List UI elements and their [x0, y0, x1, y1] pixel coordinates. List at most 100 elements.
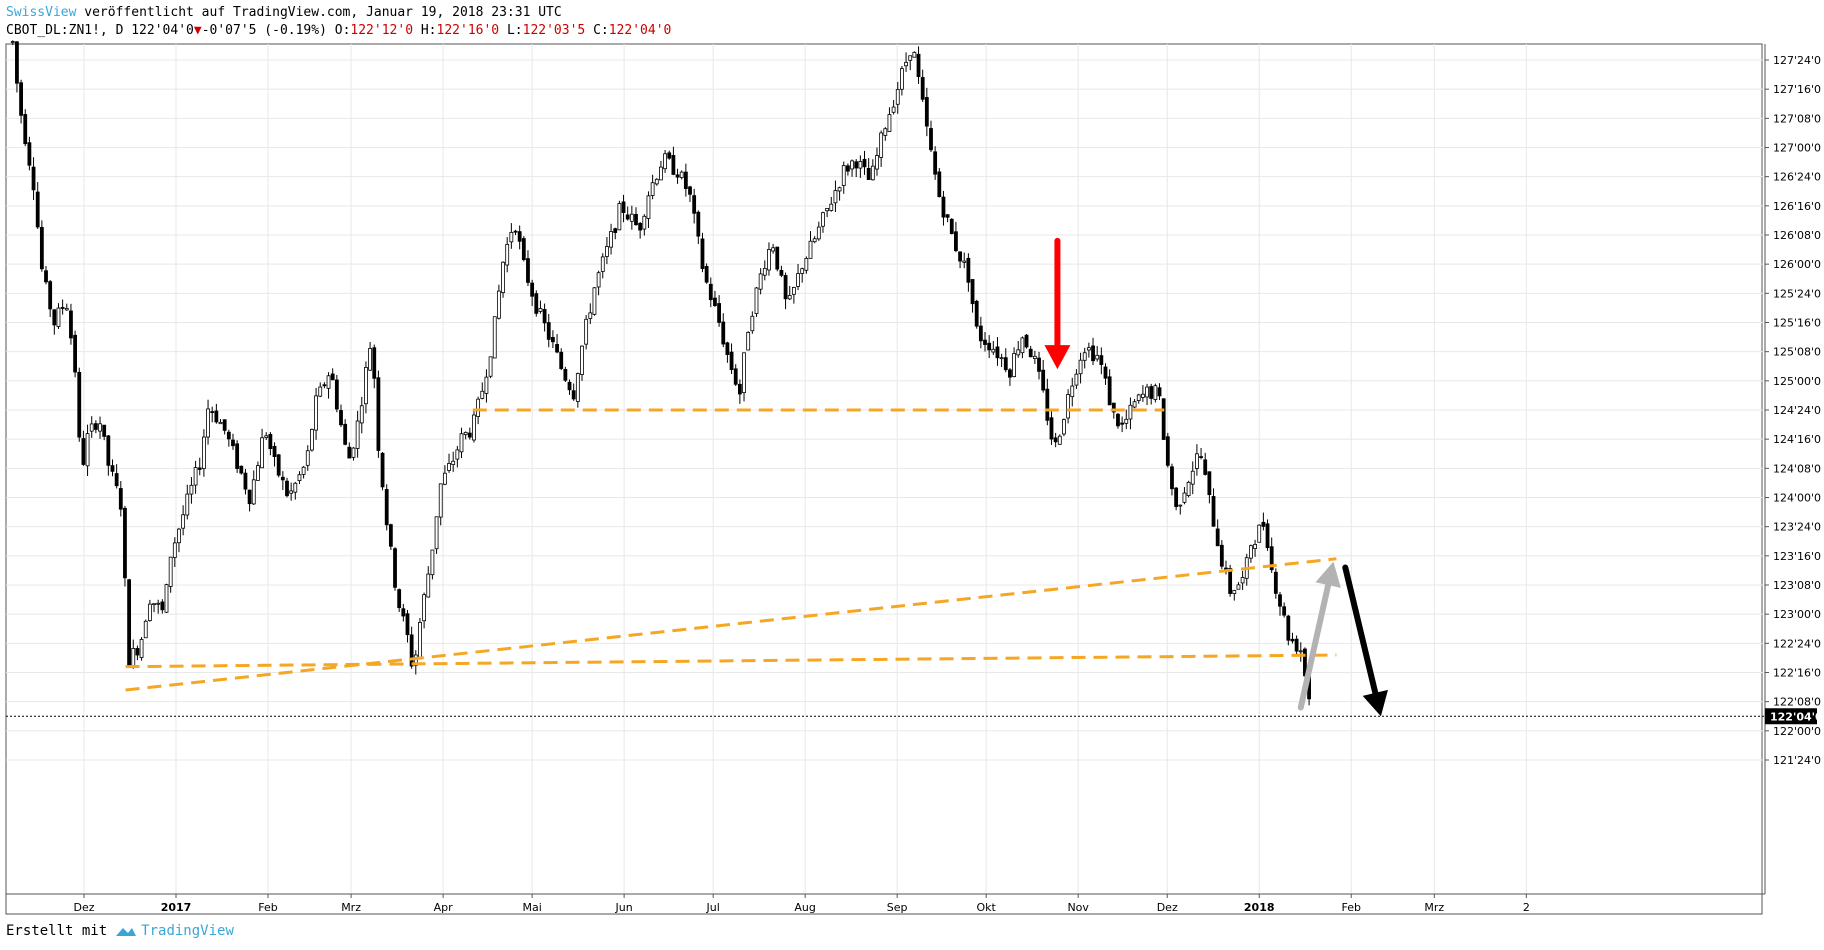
candle — [762, 260, 767, 281]
candle — [605, 237, 609, 265]
candle — [1224, 560, 1228, 575]
candle — [683, 163, 688, 197]
candle — [239, 465, 244, 475]
candle — [314, 387, 318, 440]
candle — [526, 250, 530, 287]
time-tick-label: Dez — [73, 901, 94, 914]
candle — [343, 419, 348, 446]
candle — [908, 55, 913, 71]
candle — [1298, 642, 1303, 662]
price-tick-label: 124'24'0 — [1773, 404, 1821, 417]
candle — [1199, 447, 1203, 460]
low-label: L: — [506, 23, 523, 38]
price-tick-label: 123'00'0 — [1773, 608, 1821, 621]
candle — [488, 356, 493, 379]
candle — [1049, 410, 1054, 445]
published-text: veröffentlicht auf TradingView.com, Janu… — [76, 5, 562, 20]
candle — [264, 432, 269, 440]
price-tick-label: 127'08'0 — [1773, 112, 1821, 125]
candle — [69, 303, 73, 345]
candle — [1124, 409, 1129, 430]
candle — [746, 331, 751, 351]
candle — [875, 147, 879, 176]
candle — [89, 416, 94, 438]
time-axis[interactable]: Dez 2017 Feb Mrz Apr Mai Jun Jul Aug Sep Okt Nov Dez… — [73, 894, 1530, 914]
time-tick-label: Feb — [258, 901, 277, 914]
candle — [1078, 352, 1083, 384]
footer: Erstellt mit TradingView — [6, 923, 234, 939]
candle — [418, 617, 422, 660]
candle — [172, 537, 177, 568]
candle — [1070, 377, 1075, 407]
tradingview-logo-icon[interactable] — [115, 924, 137, 938]
candle — [721, 313, 726, 348]
candle — [887, 107, 892, 132]
candle — [750, 311, 755, 334]
candle — [280, 471, 285, 490]
candle — [388, 523, 393, 550]
candle — [1136, 393, 1141, 404]
candle — [995, 337, 1000, 366]
candle — [920, 69, 925, 103]
candle — [31, 157, 36, 201]
candle — [305, 445, 310, 471]
candle — [1170, 463, 1174, 496]
candle — [692, 188, 697, 224]
candle — [1008, 368, 1012, 386]
candle — [775, 246, 780, 272]
price-tick-label: 125'08'0 — [1773, 346, 1821, 359]
candle — [15, 41, 19, 93]
high-value: 122'16'0 — [436, 23, 500, 38]
candle — [559, 348, 564, 371]
price-axis[interactable]: 127'24'0 127'16'0 127'08'0 127'00'0 126'24'0… — [1765, 54, 1821, 767]
candle — [999, 353, 1004, 368]
close-value: 122'04'0 — [608, 23, 672, 38]
candle — [181, 505, 186, 536]
candle — [81, 430, 86, 466]
candle — [551, 330, 555, 349]
last-price-marker — [1765, 708, 1817, 725]
candle — [114, 464, 119, 489]
candle — [845, 163, 850, 176]
candle — [467, 427, 472, 440]
candle — [517, 225, 522, 250]
candle — [177, 527, 181, 553]
time-tick-label: Aug — [794, 901, 815, 914]
tradingview-link[interactable]: TradingView — [141, 923, 234, 939]
candle — [139, 637, 144, 661]
candle — [1041, 359, 1046, 393]
candle — [1095, 346, 1100, 362]
support-lines — [125, 408, 1337, 692]
candle — [924, 87, 929, 137]
candle — [496, 284, 501, 320]
last-price-label: 122'04'0 — [1770, 710, 1823, 723]
candle — [659, 160, 663, 181]
candle — [879, 130, 884, 167]
candle — [1290, 632, 1295, 644]
candle — [160, 599, 165, 614]
candle — [131, 639, 136, 669]
candle — [609, 223, 613, 255]
author-name[interactable]: SwissView — [6, 5, 77, 20]
candle — [1028, 345, 1033, 358]
candle — [787, 285, 792, 301]
candle — [1265, 519, 1270, 551]
candle — [1261, 512, 1266, 531]
candle — [1236, 582, 1241, 590]
candle — [1273, 568, 1278, 599]
candle — [542, 303, 547, 332]
candle — [1128, 397, 1133, 430]
candle — [214, 403, 219, 424]
candle — [821, 211, 825, 233]
candle — [364, 361, 368, 414]
candle — [218, 419, 223, 425]
candle — [73, 330, 77, 378]
candle — [829, 196, 834, 212]
candle — [717, 295, 721, 327]
candle — [1149, 383, 1154, 405]
candle — [700, 232, 705, 273]
candle — [592, 287, 597, 316]
candle — [900, 65, 904, 96]
candle — [1215, 519, 1220, 547]
